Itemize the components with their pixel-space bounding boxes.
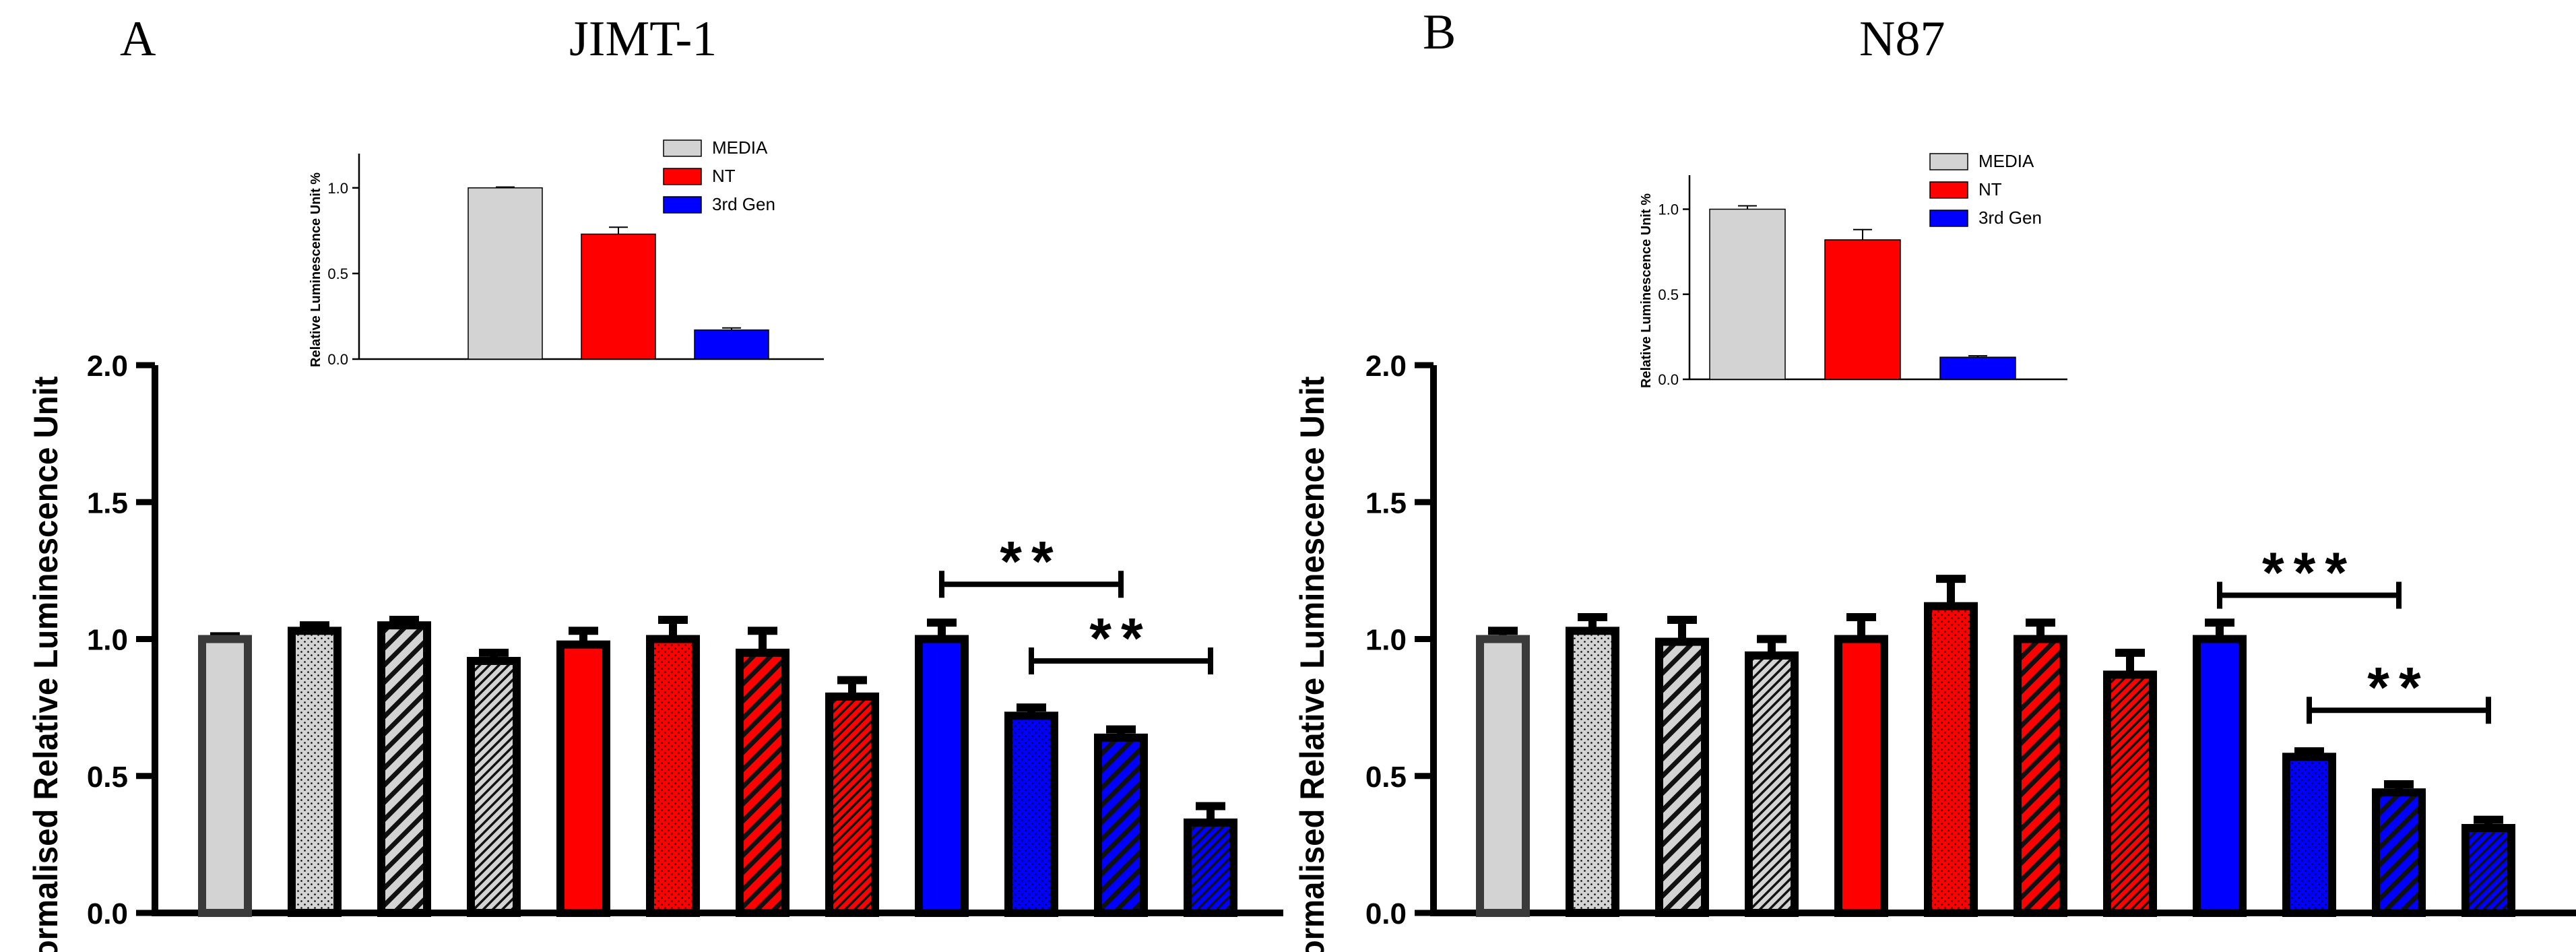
bar [2103,670,2157,917]
y-tick-label: 2.0 [1365,350,1407,383]
inset-y-tick-label: 0.0 [327,351,348,368]
significance-label: ** [2367,656,2430,719]
bar [2461,823,2515,917]
y-axis-label: Normalised Relative Luminescence Unit [27,376,65,952]
y-tick-label: 0.0 [87,897,128,930]
legend-swatch [663,139,702,157]
legend-swatch [663,168,702,185]
inset-bar [1824,239,1901,380]
bar [2282,753,2336,918]
y-tick-label: 1.0 [87,624,128,657]
inset-y-tick-label: 0.5 [1658,286,1679,303]
significance-label: *** [2262,540,2356,604]
significance-label: ** [1000,530,1062,593]
inset-bar [694,329,769,360]
bar [736,648,790,917]
inset-y-tick-label: 1.0 [1658,201,1679,218]
legend-swatch [1929,181,1968,199]
legend-label: NT [1978,179,2002,199]
legend-label: MEDIA [1978,151,2034,171]
significance-label: ** [1089,606,1152,670]
bar [467,657,521,918]
inset-y-axis-label: Relative Luminescence Unit % [309,172,323,367]
inset-chart: 0.0 0.5 1.0 Relative Luminescence Unit % MED… [1639,151,2067,388]
bar [377,621,431,917]
legend-label: 3rd Gen [712,194,775,214]
legend-swatch [1929,153,1968,170]
y-axis-label: Normalised Relative Luminescence Unit [1293,376,1331,952]
bar [198,635,252,917]
inset-y-tick-label: 0.0 [1658,371,1679,388]
bar [1655,637,1709,917]
bar [556,640,610,917]
panel-b: B N87 Normalised Relative Luminescence Uni… [1293,5,2576,952]
legend-swatch [1929,210,1968,227]
panel-title: N87 [1859,11,1945,67]
y-tick-label: 0.0 [1365,897,1407,930]
bar [1004,711,1058,917]
inset-bar [1939,356,2016,380]
y-tick-label: 0.5 [1365,761,1407,794]
y-tick-label: 1.0 [1365,624,1407,657]
bar [288,627,342,917]
bar [825,692,879,917]
inset-bar [581,233,656,360]
y-tick-label: 1.5 [87,486,128,519]
bar [1184,818,1237,917]
panel-letter: A [120,11,156,67]
bar [1834,635,1888,917]
legend-swatch [663,196,702,214]
panel-title: JIMT-1 [569,11,717,67]
inset-bar [468,187,543,360]
bar [646,635,700,917]
panel-a: A JIMT-1 Normalised Relative Luminescence … [27,11,1283,952]
y-tick-label: 1.5 [1365,486,1407,519]
bar [1476,635,1530,917]
inset-bar [1709,208,1786,380]
bar [1745,651,1799,917]
y-tick-label: 0.5 [87,761,128,794]
legend-label: MEDIA [712,137,768,158]
bar [2193,635,2247,917]
inset-chart: 0.0 0.5 1.0 Relative Luminescence Unit % MED… [309,137,824,368]
legend-label: 3rd Gen [1978,208,2042,228]
panel-letter: B [1423,5,1456,60]
y-tick-label: 2.0 [87,350,128,383]
bar [1566,627,1619,917]
inset-y-tick-label: 0.5 [327,265,348,282]
bar [2372,788,2426,918]
inset-y-axis-label: Relative Luminescence Unit % [1639,193,1654,388]
inset-y-tick-label: 1.0 [327,180,348,197]
bar [2014,635,2067,917]
bar [1924,602,1978,917]
bar [1094,733,1148,917]
legend-label: NT [712,166,736,186]
bar [915,635,969,917]
